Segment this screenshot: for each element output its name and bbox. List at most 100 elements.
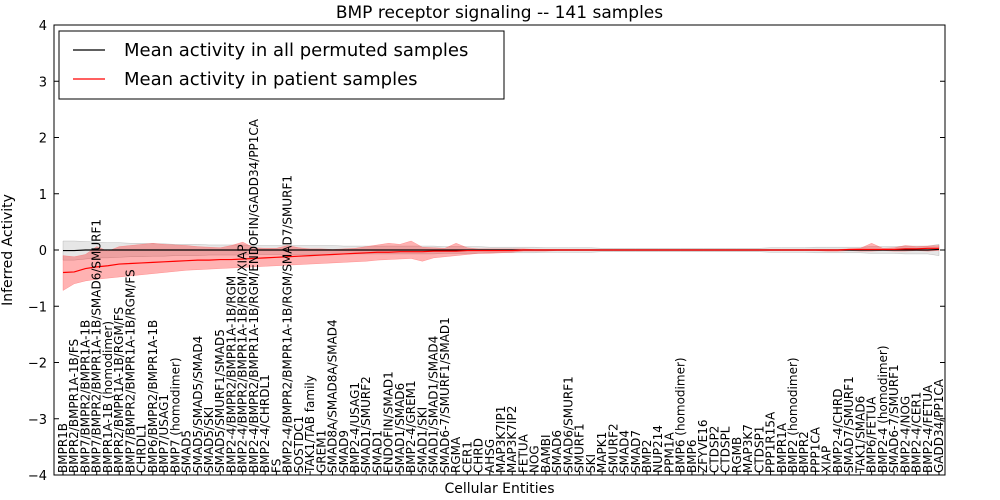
x-tick-label: SMAD8A/SMAD8A/SMAD4 xyxy=(326,319,340,473)
x-tick-label: BMP2 (homodimer) xyxy=(786,357,800,473)
x-tick-label: BMP2-4/BMPR2/BMPR1A-1B/RGM/ENDOFIN/GADD3… xyxy=(247,118,261,473)
x-tick-label: SMAD6 xyxy=(550,430,564,473)
plot-area xyxy=(62,240,940,291)
x-tick-label: MAP3K7 xyxy=(741,424,755,473)
x-axis-title: Cellular Entities xyxy=(444,481,554,497)
x-axis-labels: BMPR1BBMPR2/BMPR1A-1B/FSBMP7/BMPR2/BMPR1… xyxy=(56,118,946,475)
x-tick-label: SMAD5/SKI xyxy=(202,407,216,473)
y-axis-title: Inferred Activity xyxy=(0,194,16,306)
x-tick-label: BMP2-4/FETUA xyxy=(921,384,935,473)
x-tick-label: CHRD xyxy=(472,438,486,473)
x-tick-label: BMPR1A xyxy=(775,422,789,473)
x-tick-label: BMP6/BMPR2/BMPR1A-1B xyxy=(146,320,160,473)
x-tick-label: SMAD5/SMAD5/SMAD4 xyxy=(191,336,205,473)
x-tick-label: SMAD1/SMAD6 xyxy=(393,383,407,473)
x-tick-label: BMP6 (homodimer) xyxy=(674,357,688,473)
x-tick-label: BMP7/USAG1 xyxy=(157,394,171,473)
x-tick-label: CER1 xyxy=(460,441,474,473)
x-tick-label: BMPR1B xyxy=(56,423,70,473)
y-tick-label: −1 xyxy=(28,300,47,315)
x-tick-label: MAP3K7IP1 xyxy=(494,406,508,473)
x-tick-label: MAP3K7IP2 xyxy=(505,406,519,473)
x-tick-label: FS xyxy=(269,459,283,473)
x-tick-label: GADD34/PP1CA xyxy=(932,378,946,473)
x-tick-label: PPP1R15A xyxy=(764,411,778,473)
x-tick-label: BMPR2/BMPR1A-1B/FS xyxy=(67,339,81,473)
x-tick-label: SMAD1/SKI xyxy=(415,407,429,473)
y-tick-label: −2 xyxy=(28,357,47,372)
x-tick-label: RGMB xyxy=(730,437,744,473)
x-tick-label: NUP214 xyxy=(651,425,665,473)
x-tick-label: SMAD4 xyxy=(618,430,632,473)
x-tick-label: BMP6/FETUA xyxy=(865,396,879,473)
x-tick-label: SMAD1 xyxy=(370,430,384,473)
x-tick-label: BMP2-4/BMPR2/BMPR1A-1B/RGM/SMAD7/SMURF1 xyxy=(281,175,295,473)
legend: Mean activity in all permuted samples Me… xyxy=(58,30,505,100)
x-tick-label: BMP2 xyxy=(640,440,654,473)
band-series-1 xyxy=(62,240,940,291)
legend-frame xyxy=(58,30,505,100)
x-tick-label: SMAD1/SMURF2 xyxy=(359,376,373,473)
y-tick-label: −3 xyxy=(28,413,47,428)
x-tick-label: SMAD1/SMAD1/SMAD4 xyxy=(427,336,441,473)
x-tick-label: BMP7/BMPR2/BMPR1A-1B/SMAD6/SMURF1 xyxy=(90,219,104,473)
line-series-1 xyxy=(62,247,939,274)
x-tick-label: AHSG xyxy=(483,439,497,473)
x-tick-label: BMP2-4/CHRDL1 xyxy=(258,374,272,473)
x-tick-label: SMAD6-7/SMURF1 xyxy=(887,364,901,473)
x-tick-label: SOSTDC1 xyxy=(292,416,306,473)
x-tick-label: BMP2-4/GREM1 xyxy=(404,380,418,473)
x-tick-label: BMP2-4/NOG xyxy=(898,396,912,473)
x-tick-label: ENDOFIN/SMAD1 xyxy=(382,371,396,473)
x-tick-label: RGMA xyxy=(449,436,463,473)
x-tick-label: BMP2-4/BMPR2/BMPR1A-1B/RGM xyxy=(224,276,238,473)
x-tick-label: SMURF1 xyxy=(573,423,587,473)
x-tick-label: FETUA xyxy=(516,433,530,473)
x-tick-label: CHRDL1 xyxy=(135,424,149,473)
chart-title: BMP receptor signaling -- 141 samples xyxy=(336,3,663,23)
x-tick-label: BMPR2/BMPR1A-1B/RGM/FS xyxy=(112,307,126,473)
x-tick-label: BMP2-4/CER1 xyxy=(910,392,924,473)
x-tick-label: SMAD9 xyxy=(337,430,351,473)
x-tick-label: PPP1CA xyxy=(808,426,822,473)
x-tick-label: TAK1/TAB family xyxy=(303,375,317,474)
x-tick-label: SMAD6/SMURF1 xyxy=(561,376,575,473)
x-tick-label: BMP7/BMPR2/BMPR1A-1B xyxy=(78,320,92,473)
x-tick-label: CTDSPL xyxy=(719,426,733,473)
x-tick-label: BMP7 (homodimer) xyxy=(168,357,182,473)
y-tick-label: 3 xyxy=(39,75,47,90)
y-tick-label: 0 xyxy=(39,244,47,259)
legend-label-permuted: Mean activity in all permuted samples xyxy=(124,40,468,61)
y-axis: −4 −3 −2 −1 0 1 2 3 4 xyxy=(28,19,945,484)
x-tick-label: SMURF2 xyxy=(606,423,620,473)
x-tick-label: BMP7/BMPR2/BMPR1A-1B/RGM/FS xyxy=(123,269,137,473)
x-tick-label: BMPR1A-1B (homodimer) xyxy=(101,321,115,473)
x-tick-label: BMP2-4/BMPR2/BMPR1A-1B/RGM/XIAP xyxy=(236,244,250,473)
x-tick-label: BMPR2 xyxy=(797,431,811,473)
x-tick-label: MAPK1 xyxy=(595,432,609,473)
y-tick-label: 1 xyxy=(39,188,47,203)
x-tick-label: CTDSP1 xyxy=(752,426,766,473)
x-tick-label: TAK1/SMAD6 xyxy=(853,396,867,474)
y-tick-label: 2 xyxy=(39,132,47,147)
x-tick-label: BMP2-4/USAG1 xyxy=(348,382,362,473)
x-tick-label: SMAD6-7/SMURF1/SMAD1 xyxy=(438,317,452,473)
x-tick-label: GREM1 xyxy=(314,430,328,473)
y-tick-label: −4 xyxy=(28,469,47,484)
x-tick-label: BMP2-4 (homodimer) xyxy=(876,345,890,473)
x-tick-label: CTDSP2 xyxy=(707,426,721,473)
x-tick-label: SMAD7 xyxy=(629,430,643,473)
x-tick-label: PPM1A xyxy=(662,432,676,473)
x-tick-label: XIAP xyxy=(820,446,834,473)
x-tick-label: ZFYVE16 xyxy=(696,419,710,473)
y-tick-label: 4 xyxy=(39,19,47,34)
x-tick-label: NOG xyxy=(528,445,542,473)
x-tick-label: SKI xyxy=(584,454,598,473)
x-tick-label: BMP2-4/CHRD xyxy=(831,389,845,473)
x-tick-label: SMAD7/SMURF1 xyxy=(842,376,856,473)
x-tick-label: SMAD5 xyxy=(180,430,194,473)
x-tick-label: SMAD5/SMURF1/SMAD5 xyxy=(213,329,227,473)
x-tick-label: BMP6 xyxy=(685,440,699,473)
x-tick-label: BAMBI xyxy=(539,434,553,473)
